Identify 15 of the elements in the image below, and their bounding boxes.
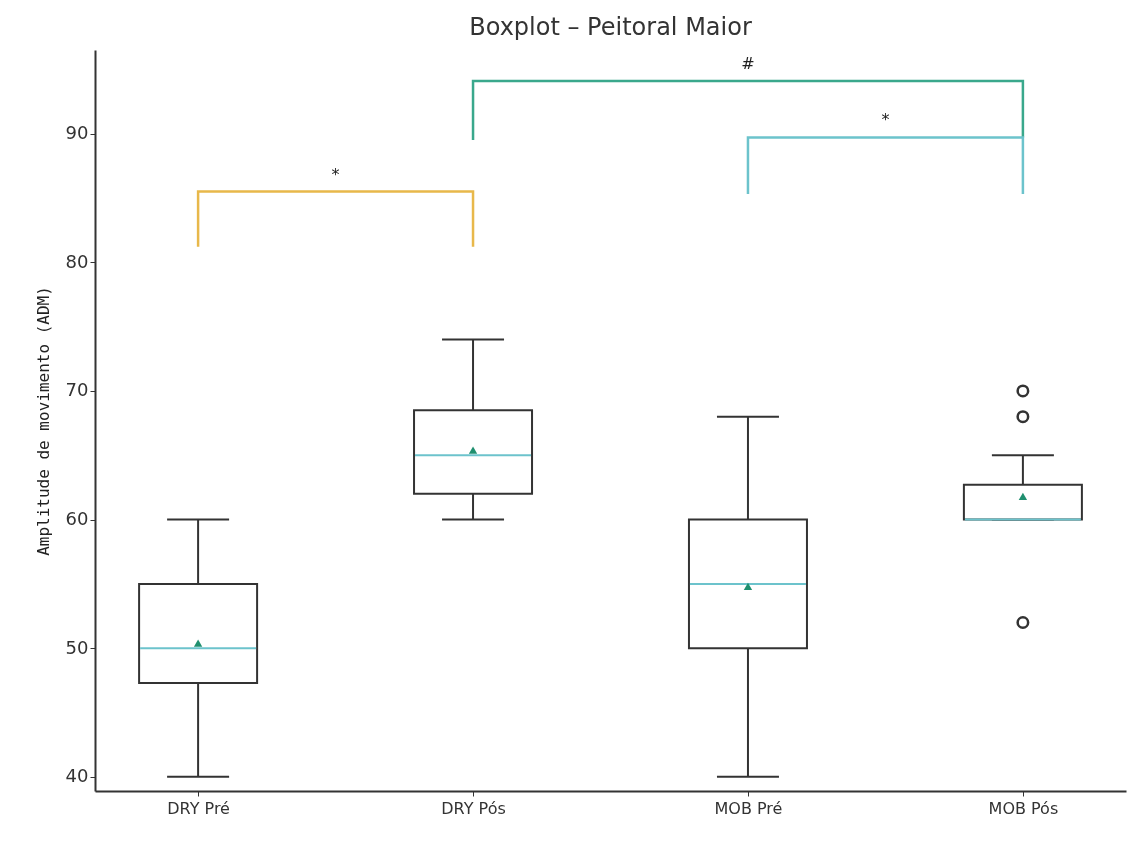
y-tick-label: 60	[65, 508, 89, 530]
annotation: *	[331, 164, 340, 184]
x-tick-label: DRY Pós	[441, 798, 506, 818]
y-tick-label: 90	[65, 122, 89, 144]
y-tick-label: 80	[65, 250, 89, 272]
chart-title: Boxplot – Peitoral Maior	[469, 13, 752, 41]
x-tick-label: DRY Pré	[167, 798, 230, 818]
y-tick-label: 40	[65, 765, 89, 787]
annotation: #	[741, 53, 755, 73]
annotation: *	[881, 110, 890, 130]
x-tick-label: MOB Pré	[714, 798, 783, 818]
y-tick-label: 50	[65, 636, 89, 658]
y-tick-label: 70	[65, 379, 89, 401]
x-tick-label: MOB Pós	[988, 798, 1059, 818]
y-axis-title: Amplitude de movimento (ADM)	[33, 286, 53, 556]
